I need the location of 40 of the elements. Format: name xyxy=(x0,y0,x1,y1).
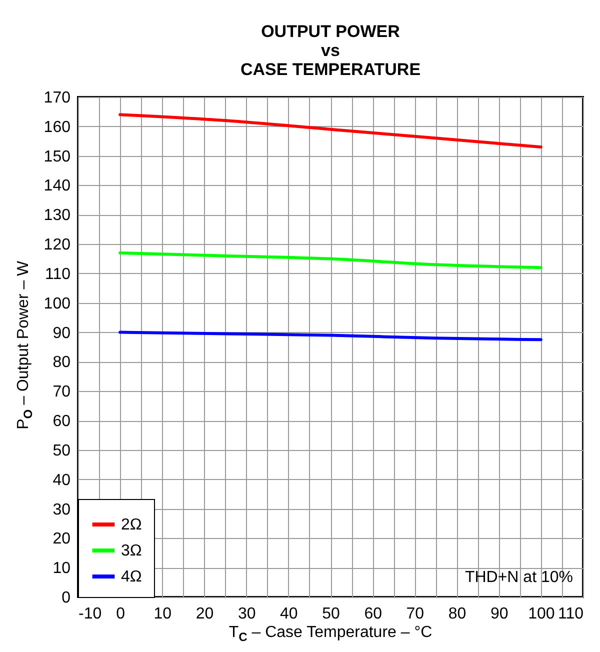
y-tick-label: 120 xyxy=(44,236,71,254)
x-tick-label: 20 xyxy=(196,606,214,622)
x-tick-label: 60 xyxy=(364,606,382,622)
x-tick-label: 30 xyxy=(238,606,256,622)
y-tick-label: 20 xyxy=(52,530,71,548)
y-tick-label: 80 xyxy=(52,354,71,372)
y-tick-label: 70 xyxy=(52,384,71,401)
y-tick-label: 110 xyxy=(44,266,71,283)
y-tick-label: 30 xyxy=(52,501,71,518)
y-tick-label: 130 xyxy=(44,207,71,224)
x-tick-label: 70 xyxy=(406,606,424,622)
line-series xyxy=(118,251,542,270)
line-series xyxy=(118,330,542,342)
x-axis-title: T$_{C}$ – Case Temperature – °C xyxy=(228,624,434,644)
x-tick-label: 0 xyxy=(116,606,126,622)
x-tick-label: 110 xyxy=(558,606,584,622)
x-tick-label: 40 xyxy=(280,606,298,622)
y-tick-label: 150 xyxy=(44,148,71,166)
line-series xyxy=(118,113,542,148)
chart-title: OUTPUT POWER vs CASE TEMPERATURE xyxy=(240,22,421,79)
x-tick-label: 100 xyxy=(528,606,555,622)
y-tick-label: 140 xyxy=(44,178,71,195)
y-tick-label: 60 xyxy=(52,413,71,430)
y-tick-label: 170 xyxy=(44,90,71,106)
y-tick-label: 0 xyxy=(62,590,71,606)
annotation: THD+N at 10% xyxy=(464,569,573,586)
y-tick-label: 50 xyxy=(52,442,71,460)
x-tick-label: 90 xyxy=(490,606,508,622)
y-tick-label: 10 xyxy=(52,560,71,578)
x-tick-label: 80 xyxy=(448,606,466,622)
y-tick-label: 90 xyxy=(52,324,71,342)
y-tick-label: 40 xyxy=(52,472,71,489)
legend-label: 2Ω xyxy=(121,516,142,534)
x-tick-label: -10 xyxy=(78,606,102,622)
y-tick-label: 160 xyxy=(44,118,71,136)
legend-label: 4Ω xyxy=(121,568,142,586)
x-tick-label: 10 xyxy=(154,606,172,622)
y-tick-label: 100 xyxy=(44,295,71,312)
x-tick-label: 50 xyxy=(322,606,340,622)
legend-label: 3Ω xyxy=(121,542,142,560)
